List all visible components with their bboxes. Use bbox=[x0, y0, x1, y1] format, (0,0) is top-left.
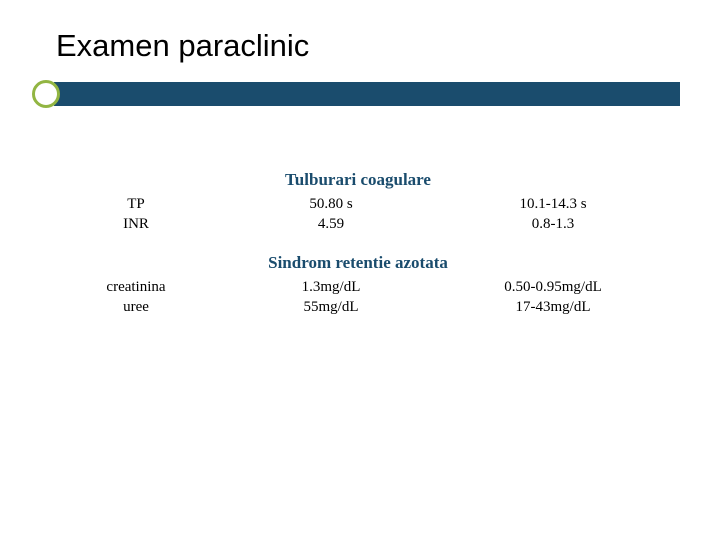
slide: Examen paraclinic Tulburari coagulare TP… bbox=[0, 0, 720, 317]
accent-band bbox=[32, 80, 680, 108]
lab-label: creatinina bbox=[56, 277, 216, 297]
content-area: Tulburari coagulare TP 50.80 s 10.1-14.3… bbox=[56, 170, 680, 317]
lab-reference: 0.8-1.3 bbox=[446, 214, 660, 234]
accent-bar bbox=[54, 82, 680, 106]
lab-reference: 10.1-14.3 s bbox=[446, 194, 660, 214]
lab-label: uree bbox=[56, 297, 216, 317]
lab-value: 1.3mg/dL bbox=[216, 277, 446, 297]
table-row: INR 4.59 0.8-1.3 bbox=[56, 214, 660, 234]
lab-label: TP bbox=[56, 194, 216, 214]
lab-reference: 0.50-0.95mg/dL bbox=[446, 277, 660, 297]
lab-value: 4.59 bbox=[216, 214, 446, 234]
table-row: TP 50.80 s 10.1-14.3 s bbox=[56, 194, 660, 214]
table-row: uree 55mg/dL 17-43mg/dL bbox=[56, 297, 660, 317]
section-heading-azotata: Sindrom retentie azotata bbox=[56, 253, 660, 273]
accent-ring-icon bbox=[32, 80, 60, 108]
section-heading-coagulare: Tulburari coagulare bbox=[56, 170, 660, 190]
lab-value: 50.80 s bbox=[216, 194, 446, 214]
lab-reference: 17-43mg/dL bbox=[446, 297, 660, 317]
lab-value: 55mg/dL bbox=[216, 297, 446, 317]
table-row: creatinina 1.3mg/dL 0.50-0.95mg/dL bbox=[56, 277, 660, 297]
page-title: Examen paraclinic bbox=[56, 28, 680, 64]
lab-label: INR bbox=[56, 214, 216, 234]
